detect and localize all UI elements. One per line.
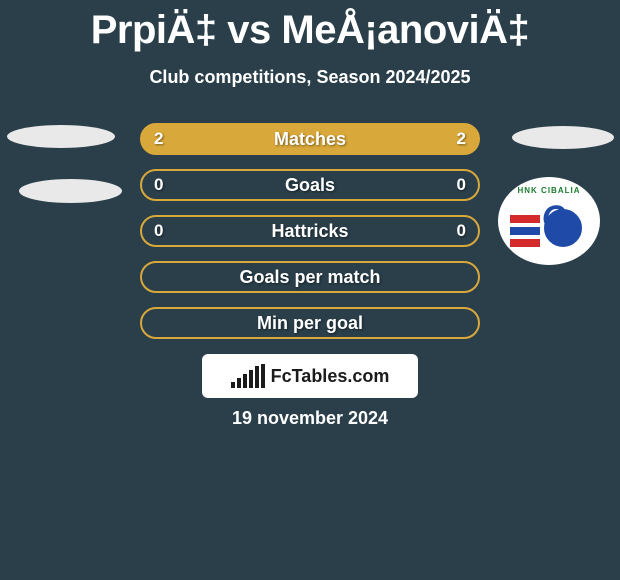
stat-label: Goals bbox=[142, 171, 478, 199]
club-right-badge: HNK CIBALIA C bbox=[498, 177, 600, 265]
stat-right-value: 0 bbox=[457, 217, 466, 245]
badge-stripes bbox=[510, 215, 540, 255]
stat-label: Matches bbox=[142, 125, 478, 153]
brand-text: FcTables.com bbox=[271, 366, 390, 387]
page-title: PrpiÄ‡ vs MeÅ¡anoviÄ‡ bbox=[0, 0, 620, 53]
badge-ball bbox=[544, 209, 582, 247]
stat-label: Min per goal bbox=[142, 309, 478, 337]
club-left-avatar bbox=[19, 179, 122, 203]
stat-right-value: 0 bbox=[457, 171, 466, 199]
stat-row-min-per-goal: Min per goal bbox=[140, 307, 480, 339]
stat-right-value: 2 bbox=[457, 125, 466, 153]
stat-row-goals: 0 Goals 0 bbox=[140, 169, 480, 201]
player-right-avatar bbox=[512, 126, 614, 149]
page-subtitle: Club competitions, Season 2024/2025 bbox=[0, 67, 620, 88]
stat-row-goals-per-match: Goals per match bbox=[140, 261, 480, 293]
stat-label: Hattricks bbox=[142, 217, 478, 245]
brand-bars-icon bbox=[231, 364, 265, 388]
stat-label: Goals per match bbox=[142, 263, 478, 291]
stat-row-matches: 2 Matches 2 bbox=[140, 123, 480, 155]
stat-row-hattricks: 0 Hattricks 0 bbox=[140, 215, 480, 247]
stats-panel: 2 Matches 2 0 Goals 0 0 Hattricks 0 Goal… bbox=[140, 123, 480, 353]
brand-box[interactable]: FcTables.com bbox=[202, 354, 418, 398]
player-left-avatar bbox=[7, 125, 115, 148]
badge-band-text: HNK CIBALIA bbox=[503, 183, 595, 199]
footer-date: 19 november 2024 bbox=[0, 408, 620, 429]
